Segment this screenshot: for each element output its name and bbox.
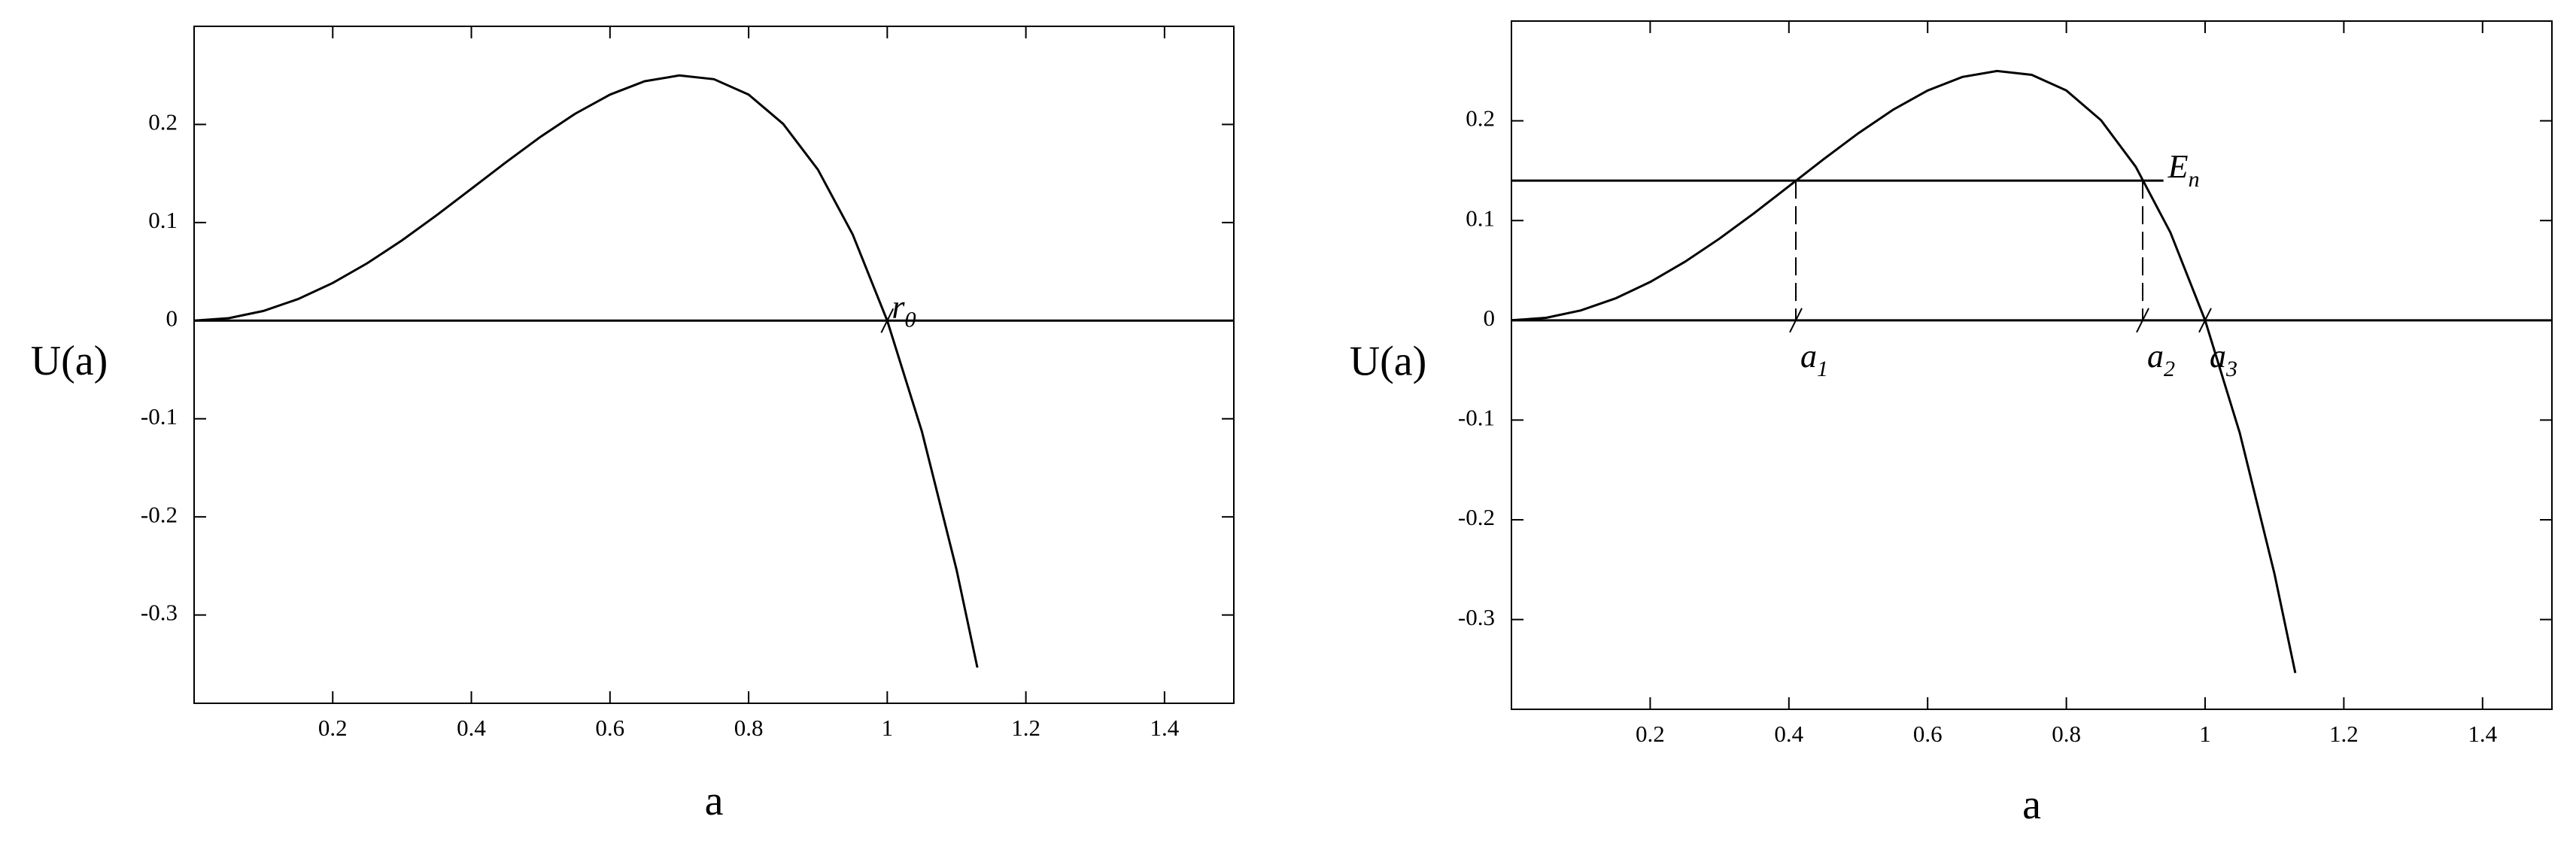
y-tick-label: -0.3: [141, 599, 178, 626]
crossing-mark: [1789, 308, 1803, 333]
annotation: a3: [2210, 338, 2237, 381]
y-tick-label: -0.1: [1458, 405, 1495, 431]
y-axis-label: U(a): [1350, 338, 1427, 384]
x-tick-label: 1: [2199, 721, 2211, 747]
x-tick-label: 0.8: [734, 715, 764, 741]
annotation-text: a: [2210, 338, 2226, 375]
y-axis-label: U(a): [31, 338, 108, 384]
potential-curve: [1511, 69, 2297, 674]
y-tick-label: 0: [166, 305, 178, 331]
annotation-sub: 2: [2164, 357, 2175, 381]
annotation-text: a: [2147, 338, 2164, 375]
x-tick-label: 1.2: [2329, 721, 2359, 747]
x-tick-label: 1.4: [2468, 721, 2497, 747]
x-tick-label: 0.4: [457, 715, 486, 741]
x-tick-label: 1.2: [1011, 715, 1040, 741]
y-tick-label: 0.2: [1466, 105, 1495, 132]
annotation-sub: n: [2189, 167, 2200, 192]
potential-curve: [193, 74, 979, 668]
annotation-text: E: [2167, 148, 2189, 185]
annotation: r0: [892, 288, 916, 332]
y-tick-label: -0.1: [141, 403, 178, 429]
x-axis-label: a: [705, 778, 724, 824]
annotation-sub: 3: [2225, 357, 2237, 381]
x-tick-label: 0.6: [595, 715, 624, 741]
x-tick-label: 0.2: [318, 715, 348, 741]
annotation: En: [2167, 148, 2200, 192]
x-tick-label: 0.2: [1636, 721, 1665, 747]
annotation-text: r: [892, 288, 905, 325]
x-axis-label: a: [2022, 782, 2041, 828]
x-tick-label: 1: [882, 715, 894, 741]
annotation-text: a: [1800, 338, 1817, 375]
y-tick-label: -0.2: [141, 501, 178, 527]
annotation-sub: 0: [904, 307, 916, 332]
plot-frame: [193, 26, 1235, 704]
y-tick-label: 0.2: [148, 109, 178, 135]
crossing-mark: [880, 308, 895, 333]
annotation: a1: [1800, 338, 1828, 381]
y-tick-label: 0.1: [148, 207, 178, 233]
x-tick-label: 0.6: [1913, 721, 1943, 747]
x-tick-label: 0.4: [1774, 721, 1803, 747]
y-tick-label: 0.1: [1466, 205, 1495, 231]
crossing-mark: [2198, 308, 2212, 333]
x-tick-label: 1.4: [1150, 715, 1179, 741]
plot-frame: [1511, 20, 2553, 710]
y-tick-label: -0.3: [1458, 604, 1495, 630]
annotation-sub: 1: [1817, 357, 1828, 381]
x-tick-label: 0.8: [2052, 721, 2081, 747]
y-tick-label: -0.2: [1458, 504, 1495, 530]
annotation: a2: [2147, 338, 2175, 381]
crossing-mark: [2136, 308, 2149, 333]
y-tick-label: 0: [1484, 305, 1496, 331]
